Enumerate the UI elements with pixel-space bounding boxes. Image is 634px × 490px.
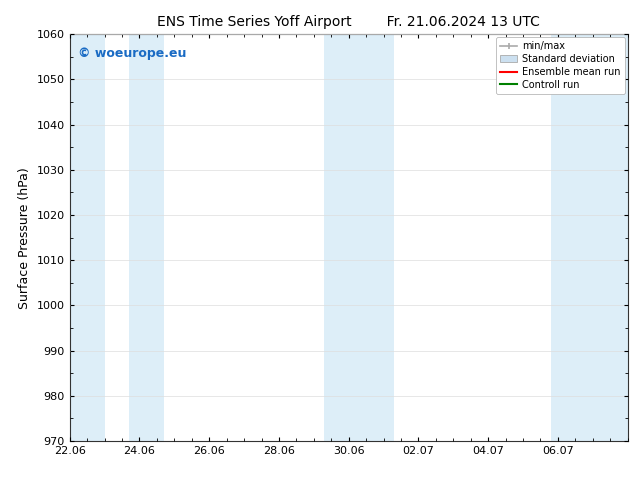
Bar [70, 34, 105, 441]
Bar [324, 34, 394, 441]
Bar [129, 34, 164, 441]
Y-axis label: Surface Pressure (hPa): Surface Pressure (hPa) [18, 167, 31, 309]
Legend: min/max, Standard deviation, Ensemble mean run, Controll run: min/max, Standard deviation, Ensemble me… [496, 37, 624, 94]
Bar [551, 34, 628, 441]
Text: © woeurope.eu: © woeurope.eu [78, 47, 186, 59]
Title: ENS Time Series Yoff Airport        Fr. 21.06.2024 13 UTC: ENS Time Series Yoff Airport Fr. 21.06.2… [157, 15, 540, 29]
